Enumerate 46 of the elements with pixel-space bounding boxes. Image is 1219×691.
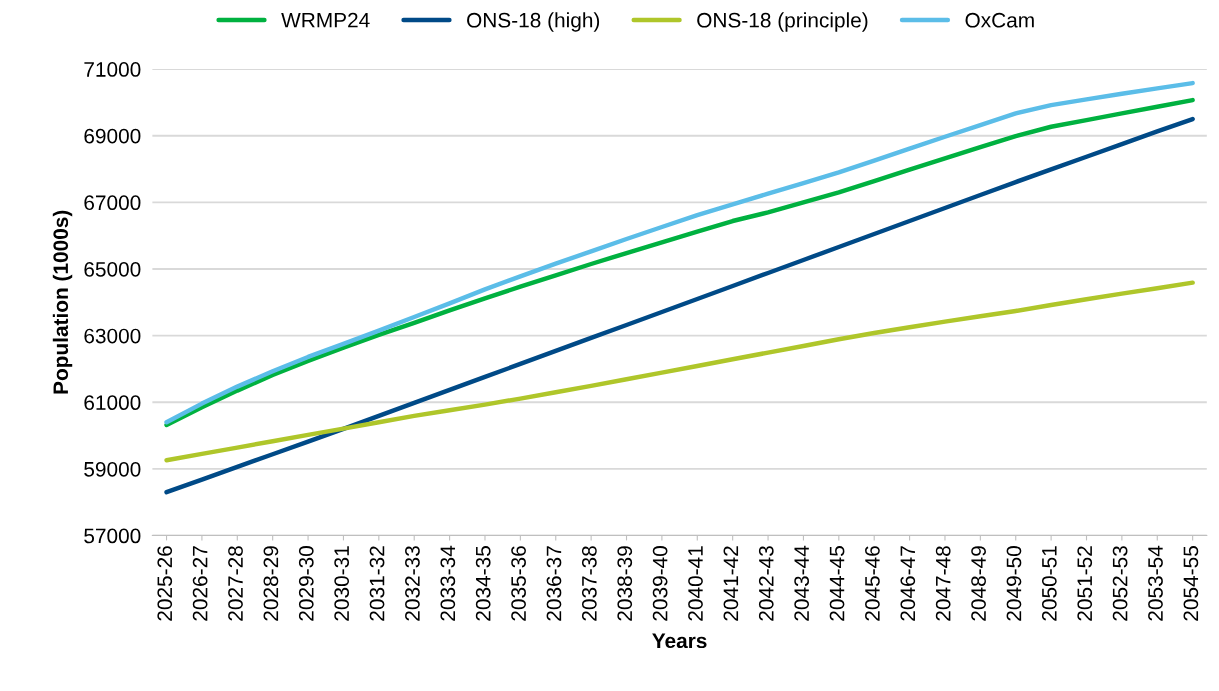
- y-tick-label: 57000: [84, 528, 141, 544]
- x-tick-label: 2035-36: [511, 546, 526, 621]
- x-tick-label: 2028-29: [263, 546, 279, 621]
- x-tick-label: 2041-42: [723, 546, 739, 621]
- x-tick-label: 2043-44: [794, 545, 810, 621]
- x-tick-label: 2033-34: [440, 545, 456, 621]
- legend-label: ONS-18 (principle): [697, 12, 868, 32]
- x-tick-label: 2037-38: [581, 546, 597, 621]
- line-series: [164, 116, 1195, 495]
- x-tick-label: 2038-39: [617, 546, 633, 621]
- x-tick-label: 2025-26: [157, 546, 173, 621]
- x-tick-label: 2047-48: [935, 546, 951, 621]
- x-tick-label: 2053-54: [1148, 545, 1163, 621]
- x-tick-label: 2046-47: [900, 546, 916, 621]
- x-axis-title: Years: [652, 633, 707, 649]
- x-tick-label: 2026-27: [192, 546, 208, 621]
- x-tick-label: 2036-37: [546, 546, 562, 621]
- y-tick-label: 65000: [84, 262, 141, 277]
- x-tick-label: 2051-52: [1077, 546, 1093, 621]
- x-tick-label: 2052-53: [1112, 546, 1128, 621]
- legend-label: OxCam: [965, 12, 1034, 28]
- x-tick-label: 2031-32: [369, 546, 385, 621]
- y-axis-title: Population (1000s): [52, 210, 73, 394]
- x-tick-label: 2027-28: [228, 546, 243, 621]
- legend-label: ONS-18 (high): [467, 12, 600, 32]
- x-tick-label: 2029-30: [298, 546, 314, 621]
- x-tick-label: 2030-31: [334, 546, 350, 621]
- y-tick-label: 63000: [84, 328, 141, 344]
- y-tick-label: 59000: [84, 461, 141, 477]
- y-tick-label: 69000: [84, 128, 141, 144]
- x-tick-label: 2042-43: [758, 546, 774, 621]
- legend-label: WRMP24: [281, 12, 370, 28]
- x-tick-label: 2048-49: [971, 546, 986, 621]
- x-tick-label: 2049-50: [1006, 546, 1022, 621]
- x-tick-label: 2032-33: [405, 546, 420, 621]
- line-series: [164, 280, 1195, 463]
- y-tick-label: 67000: [84, 195, 141, 211]
- x-tick-label: 2050-51: [1041, 546, 1057, 621]
- y-tick-label: 71000: [84, 62, 141, 77]
- x-tick-label: 2039-40: [652, 546, 668, 621]
- x-tick-label: 2034-35: [475, 546, 491, 621]
- y-tick-label: 61000: [84, 395, 141, 411]
- x-tick-label: 2045-46: [865, 546, 880, 621]
- x-tick-label: 2044-45: [829, 546, 845, 621]
- x-tick-label: 2054-55: [1183, 546, 1199, 621]
- x-tick-label: 2040-41: [688, 546, 703, 621]
